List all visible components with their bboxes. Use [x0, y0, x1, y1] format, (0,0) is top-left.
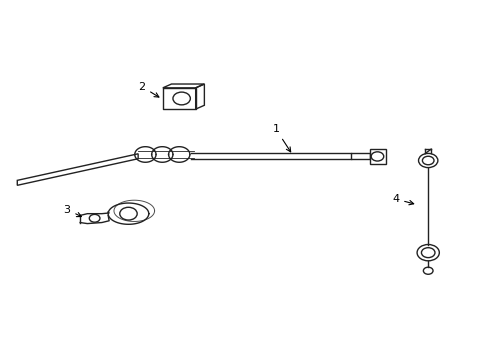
- Text: 1: 1: [272, 124, 290, 152]
- Text: 2: 2: [138, 82, 159, 97]
- Text: 3: 3: [63, 204, 81, 217]
- Bar: [163, 88, 195, 109]
- Text: 4: 4: [391, 194, 413, 205]
